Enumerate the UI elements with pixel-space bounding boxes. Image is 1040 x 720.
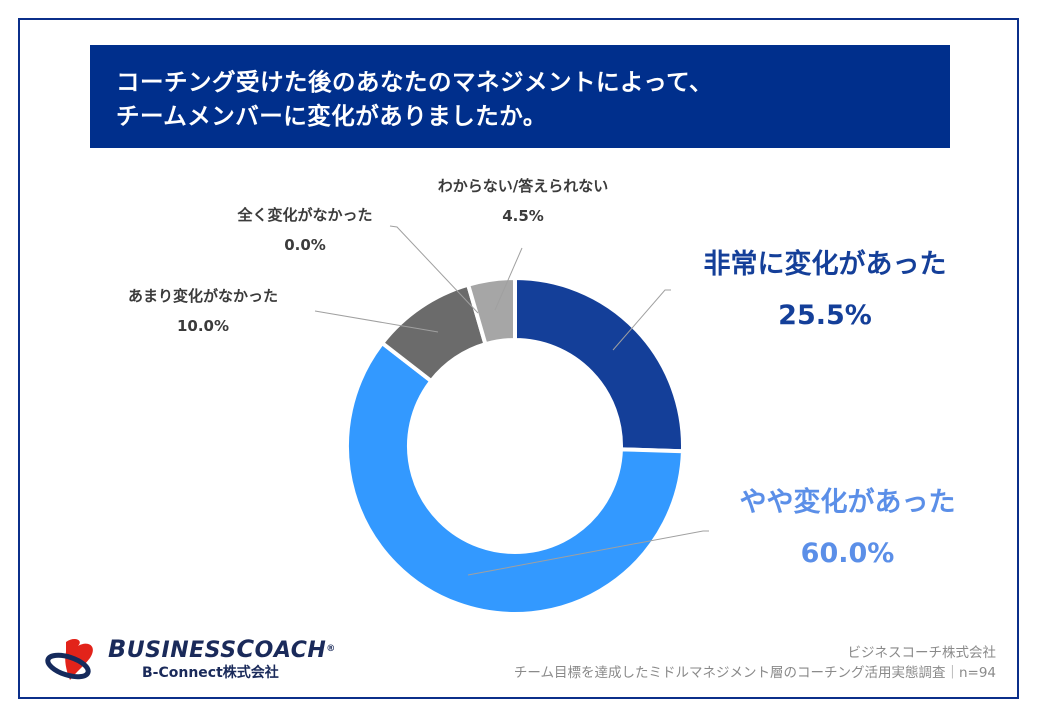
source-note: ビジネスコーチ株式会社 チーム目標を達成したミドルマネジメント層のコーチング活用… (514, 643, 996, 683)
logo-brand-name: BUSINESSCOACH® (108, 635, 336, 663)
label-some-name: やや変化があった (739, 487, 956, 518)
label-none: 全く変化がなかった 0.0% (210, 205, 400, 255)
donut-slices (345, 275, 685, 616)
chart-frame (18, 18, 1019, 699)
leader-line-little (314, 310, 439, 333)
label-none-name: 全く変化がなかった (237, 206, 373, 224)
label-none-pct: 0.0% (284, 236, 326, 254)
label-some-pct: 60.0% (800, 538, 895, 569)
logo-subtitle: B-Connect株式会社 (142, 665, 279, 681)
leader-line-very (612, 289, 671, 351)
source-company: ビジネスコーチ株式会社 (847, 645, 997, 661)
leader-line-some (467, 530, 709, 576)
donut-slice (465, 275, 517, 347)
label-unknown: わからない/答えられない 4.5% (413, 176, 633, 226)
leader-lines (314, 225, 709, 576)
title-line-2: チームメンバーに変化がありましたか。 (116, 102, 547, 130)
leader-line-unknown (494, 247, 523, 311)
title-line-1: コーチング受けた後のあなたのマネジメントによって、 (116, 68, 713, 96)
label-little-name: あまり変化がなかった (127, 287, 278, 305)
donut-slice (513, 275, 685, 454)
label-little-pct: 10.0% (176, 317, 230, 335)
label-very-name: 非常に変化があった (703, 249, 947, 280)
label-very: 非常に変化があった 25.5% (670, 247, 980, 334)
leader-line-none (389, 225, 479, 314)
label-unknown-name: わからない/答えられない (437, 177, 609, 195)
label-little: あまり変化がなかった 10.0% (103, 286, 303, 336)
label-some: やや変化があった 60.0% (705, 485, 990, 572)
business-coach-logo: BUSINESSCOACH® B-Connect株式会社 (44, 636, 344, 686)
heart-swoosh-icon (45, 639, 93, 680)
donut-slice (345, 340, 685, 616)
label-unknown-pct: 4.5% (502, 207, 544, 225)
label-very-pct: 25.5% (778, 300, 872, 331)
source-survey: チーム目標を達成したミドルマネジメント層のコーチング活用実態調査｜n=94 (513, 665, 996, 681)
title-banner: コーチング受けた後のあなたのマネジメントによって、 チームメンバーに変化がありま… (90, 45, 950, 148)
